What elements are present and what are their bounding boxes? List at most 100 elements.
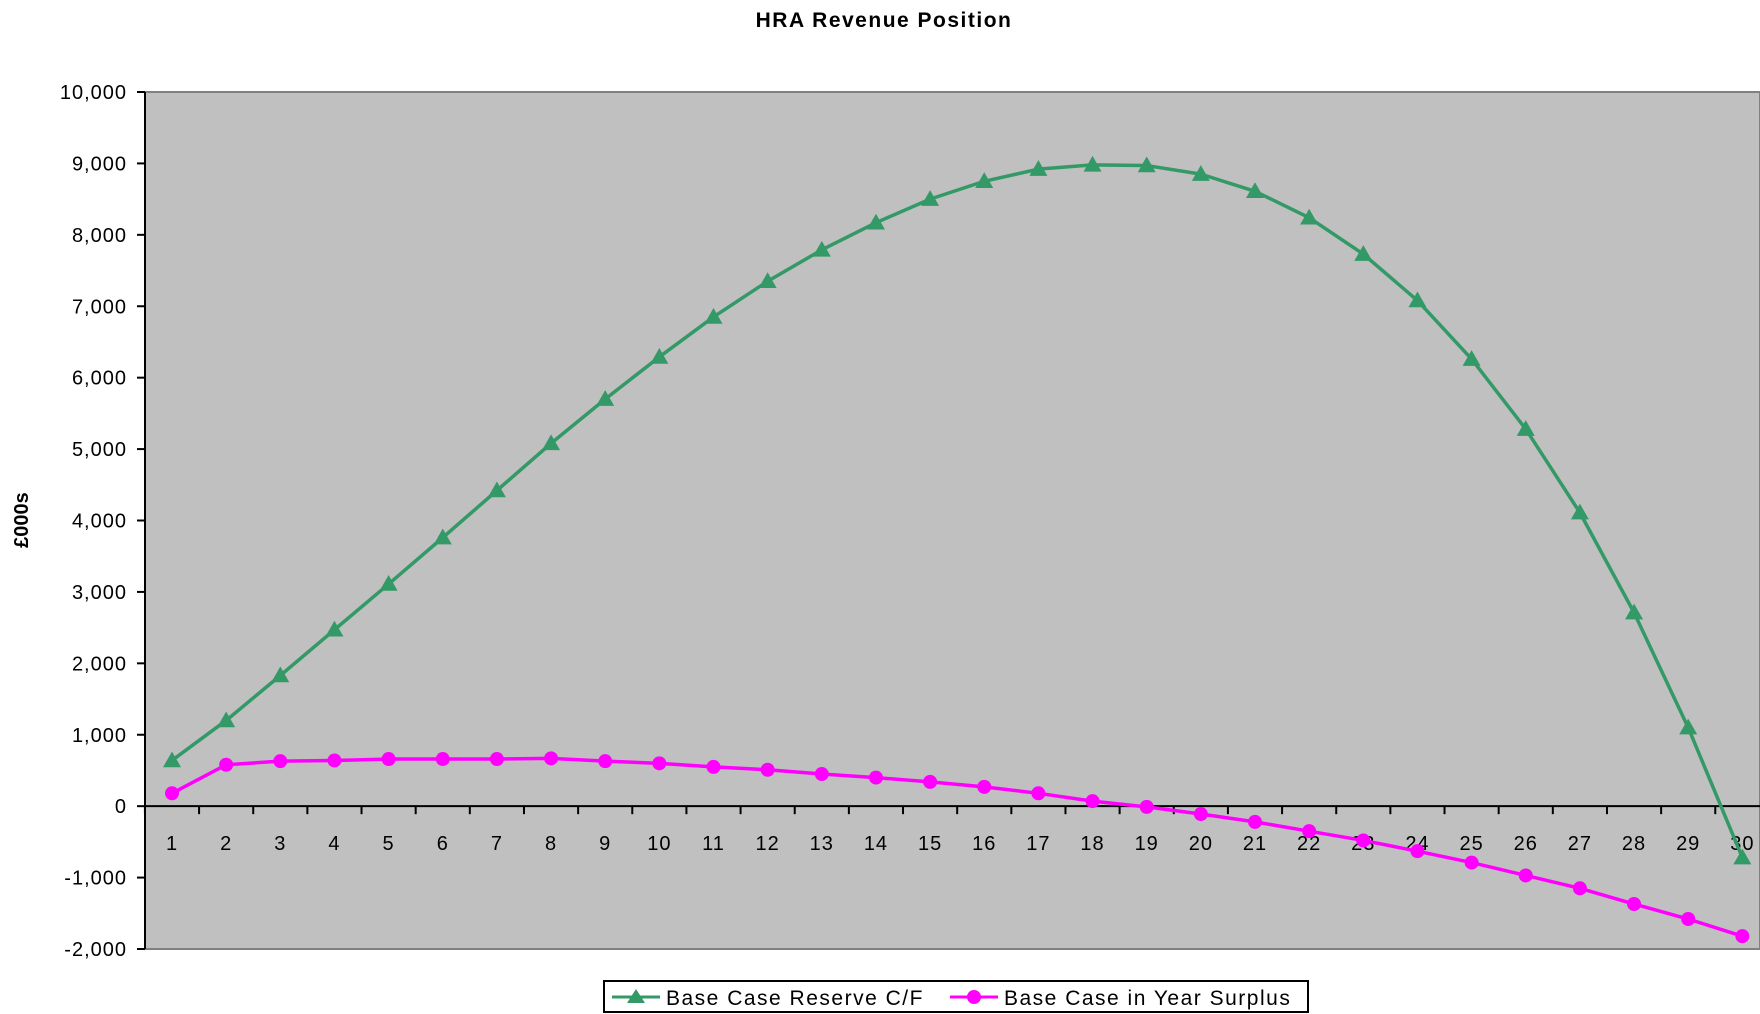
- data-point: [1464, 855, 1479, 870]
- data-point: [758, 272, 777, 289]
- x-tick-label: 13: [810, 833, 834, 855]
- data-point: [1681, 912, 1696, 927]
- series-surplus: [165, 751, 1750, 944]
- data-point: [1410, 844, 1425, 859]
- y-tick-label: 5,000: [72, 439, 127, 461]
- data-point: [704, 307, 723, 324]
- data-point: [921, 190, 940, 206]
- data-point: [1085, 794, 1100, 809]
- data-point: [219, 757, 234, 772]
- legend: Base Case Reserve C/F Base Case in Year …: [603, 980, 1309, 1013]
- y-tick-label: 10,000: [60, 82, 127, 104]
- x-tick-label: 21: [1243, 833, 1267, 855]
- x-tick-label: 17: [1026, 833, 1050, 855]
- x-tick-label: 4: [328, 833, 340, 855]
- data-point: [1083, 155, 1102, 172]
- data-point: [650, 347, 669, 364]
- data-point: [165, 786, 179, 801]
- x-tick-label: 25: [1459, 833, 1483, 855]
- data-point: [435, 752, 450, 767]
- x-tick-label: 3: [274, 833, 286, 855]
- x-tick-label: 27: [1568, 833, 1592, 855]
- x-tick-label: 18: [1080, 833, 1104, 855]
- legend-marker-circle: [967, 990, 981, 1004]
- data-point: [814, 767, 829, 782]
- data-point: [163, 751, 181, 768]
- data-point: [1625, 603, 1644, 620]
- legend-label-reserve: Base Case Reserve C/F: [666, 987, 924, 1010]
- data-point: [542, 434, 561, 451]
- data-point: [273, 754, 288, 769]
- data-point: [706, 759, 721, 774]
- data-point: [1733, 848, 1752, 865]
- y-tick-label: 9,000: [72, 153, 127, 175]
- x-tick-label: 20: [1189, 833, 1213, 855]
- x-tick-label: 26: [1514, 833, 1538, 855]
- x-tick-label: 9: [599, 833, 611, 855]
- data-point: [977, 779, 992, 794]
- legend-label-surplus: Base Case in Year Surplus: [1004, 987, 1291, 1010]
- data-point: [1735, 929, 1750, 944]
- data-point: [1191, 165, 1210, 181]
- data-point: [868, 770, 883, 785]
- series-layer: [163, 155, 1752, 944]
- x-tick-label: 15: [918, 833, 942, 855]
- legend-marker-triangle: [627, 989, 645, 1003]
- data-point: [1356, 833, 1371, 848]
- data-point: [1627, 897, 1642, 912]
- data-point: [1570, 503, 1589, 520]
- chart-title: HRA Revenue Position: [756, 9, 1013, 32]
- data-point: [271, 666, 290, 683]
- x-tick-label: 11: [702, 833, 725, 855]
- series-line: [170, 163, 1744, 859]
- x-tick-label: 19: [1135, 833, 1159, 855]
- data-point: [1518, 868, 1533, 883]
- data-point: [1246, 182, 1264, 199]
- x-tick-label: 12: [756, 833, 780, 855]
- y-tick-label: 8,000: [72, 225, 127, 247]
- x-tick-label: 7: [491, 833, 503, 855]
- data-point: [1193, 807, 1208, 822]
- x-tick-label: 1: [166, 833, 178, 855]
- data-point: [866, 213, 885, 230]
- y-tick-label: 1,000: [72, 725, 127, 747]
- series-reserve: [163, 155, 1752, 865]
- data-point: [217, 711, 236, 728]
- x-tick-label: 6: [437, 833, 449, 855]
- data-point: [379, 575, 398, 591]
- data-point: [1031, 786, 1046, 801]
- data-point: [1302, 824, 1317, 839]
- x-tick-label: 2: [220, 833, 232, 855]
- plot-area: [144, 91, 1760, 950]
- data-point: [487, 481, 506, 498]
- data-point: [812, 240, 831, 257]
- y-tick-label: 6,000: [72, 368, 127, 390]
- series-line: [171, 756, 1743, 938]
- y-tick-label: -2,000: [64, 939, 127, 961]
- data-point: [489, 752, 504, 767]
- y-tick-label: 3,000: [72, 582, 127, 604]
- x-tick-label: 8: [545, 833, 557, 855]
- data-point: [433, 528, 452, 545]
- x-tick-label: 14: [864, 833, 888, 855]
- x-tick-label: 29: [1676, 833, 1700, 855]
- data-point: [1462, 350, 1481, 366]
- data-point: [1572, 881, 1587, 896]
- data-point: [1248, 814, 1262, 829]
- data-point: [975, 172, 994, 189]
- data-point: [1137, 156, 1156, 173]
- x-tick-label: 5: [383, 833, 395, 855]
- data-point: [652, 756, 667, 771]
- y-axis-label: £000s: [11, 492, 33, 548]
- data-point: [1139, 799, 1154, 814]
- y-axis-ticks: -2,000 -1,000 0 1,000 2,000 3,000 4,000 5,000 6,…: [60, 82, 145, 961]
- y-tick-label: -1,000: [64, 868, 127, 890]
- y-tick-label: 7,000: [72, 296, 127, 318]
- data-point: [381, 752, 396, 767]
- data-point: [325, 620, 344, 637]
- data-point: [1408, 291, 1427, 308]
- data-point: [598, 754, 613, 769]
- x-tick-label: 10: [647, 833, 671, 855]
- x-tick-label: 22: [1297, 833, 1321, 855]
- data-point: [760, 762, 775, 777]
